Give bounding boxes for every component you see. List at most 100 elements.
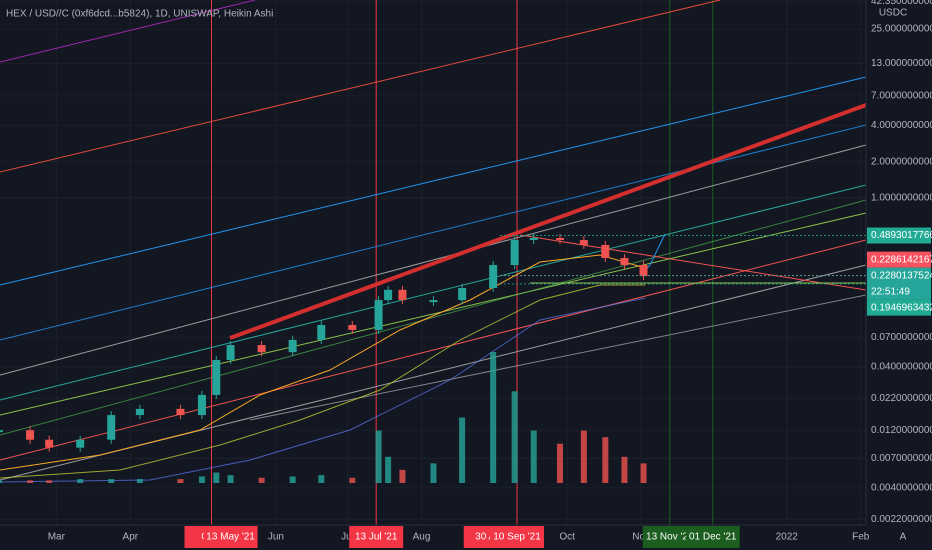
candle [398,289,407,301]
trend-line [0,124,867,341]
price-label-box [867,267,931,300]
volume-bar [0,480,3,483]
volume-bar [530,430,537,483]
volume-bar [375,430,382,483]
volume-bar [27,480,34,483]
trend-line [249,294,867,421]
candle [384,289,393,301]
candle [458,288,467,301]
candle [107,415,116,440]
price-label-box [867,251,931,268]
candle [639,265,648,277]
event-label: 10 Sep '21 [493,532,541,543]
moving-average [0,284,645,479]
volume-bar [580,430,587,483]
candle [429,300,438,303]
candle [317,324,326,340]
candle [620,257,629,266]
event-label: 13 Nov '21 [646,532,694,543]
y-tick-label: 0.0022000000 [871,514,932,525]
x-tick-label: Nov [632,532,650,543]
volume-bar [198,476,205,483]
trend-line [0,212,867,416]
candle [212,359,221,395]
grid [210,0,714,525]
trend-line [0,239,867,461]
volume-bar [640,463,647,483]
moving-average [0,297,646,483]
y-tick-label: 0.0700000000 [871,332,932,343]
volume-bar [227,475,234,483]
event-label: 13 Jul '21 [355,532,398,543]
candle [579,240,588,245]
trend-line [0,0,256,63]
candle [135,408,144,416]
countdown: 22:51:49 [871,286,910,297]
candle [555,237,564,241]
x-tick-label: Oct [559,532,575,543]
price-label: 0.4893017766 [871,230,932,241]
y-tick-label: 25.0000000000 [871,24,932,35]
y-tick-label: 13.0000000000 [871,58,932,69]
price-label-box [867,227,931,244]
symbol-header: HEX / USD//C (0xf6dcd...b5824), 1D, UNIS… [6,9,273,20]
x-tick-label: Mar [48,532,66,543]
y-tick-label: 42.3500000000 [871,0,932,7]
volume-bar [349,477,356,483]
candle [489,265,498,289]
x-tick-label: Aug [413,532,431,543]
candle [601,244,610,258]
y-tick-label: 4.0000000000 [871,120,932,131]
candle [257,345,266,353]
volume-bar [258,477,265,483]
x-tick-label: Jun [268,532,284,543]
volume-bar [385,456,392,483]
candle [348,324,357,330]
trend-line [0,0,721,173]
volume-bar [213,472,220,483]
volume-bar [289,476,296,483]
price-label-box [867,299,931,316]
moving-average [0,254,646,471]
volume-bar [399,469,406,483]
channel-line [229,103,867,340]
x-tick-label: 2022 [776,532,799,543]
y-tick-label: 0.0070000000 [871,453,932,464]
candle [197,394,206,416]
event-label-box [490,526,545,548]
price-label: 0.1946963432 [871,302,932,313]
volume-bar [556,443,563,483]
candle [26,430,35,440]
trend-line [519,234,867,291]
auto-scale-button[interactable]: A [900,532,907,543]
candle [529,237,538,241]
volume-bar [318,475,325,483]
y-tick-label: 0.0400000000 [871,362,932,373]
candle [510,240,519,266]
volume-bar [136,479,143,483]
event-label-box [203,526,258,548]
x-tick-label: Apr [123,532,139,543]
candle [374,300,383,330]
volume-bar [602,437,609,483]
y-tick-label: 1.0000000000 [871,193,932,204]
volume-bar [430,463,437,483]
price-label: 0.2280137524 [871,270,932,281]
candle [176,408,185,416]
y-tick-label: 0.0120000000 [871,425,932,436]
volume-bar [511,391,518,483]
volume-bar [621,456,628,483]
event-label-box [685,526,740,548]
volume-bar [108,479,115,483]
x-tick-label: Feb [852,532,870,543]
trend-line [0,184,867,401]
y-tick-label: 7.0000000000 [871,91,932,102]
volume-bar [490,352,497,483]
volume-bar [177,479,184,483]
candle [226,345,235,360]
event-label-box [349,526,404,548]
candle [45,439,54,448]
event-label-box [642,526,697,548]
trend-line [0,144,867,376]
